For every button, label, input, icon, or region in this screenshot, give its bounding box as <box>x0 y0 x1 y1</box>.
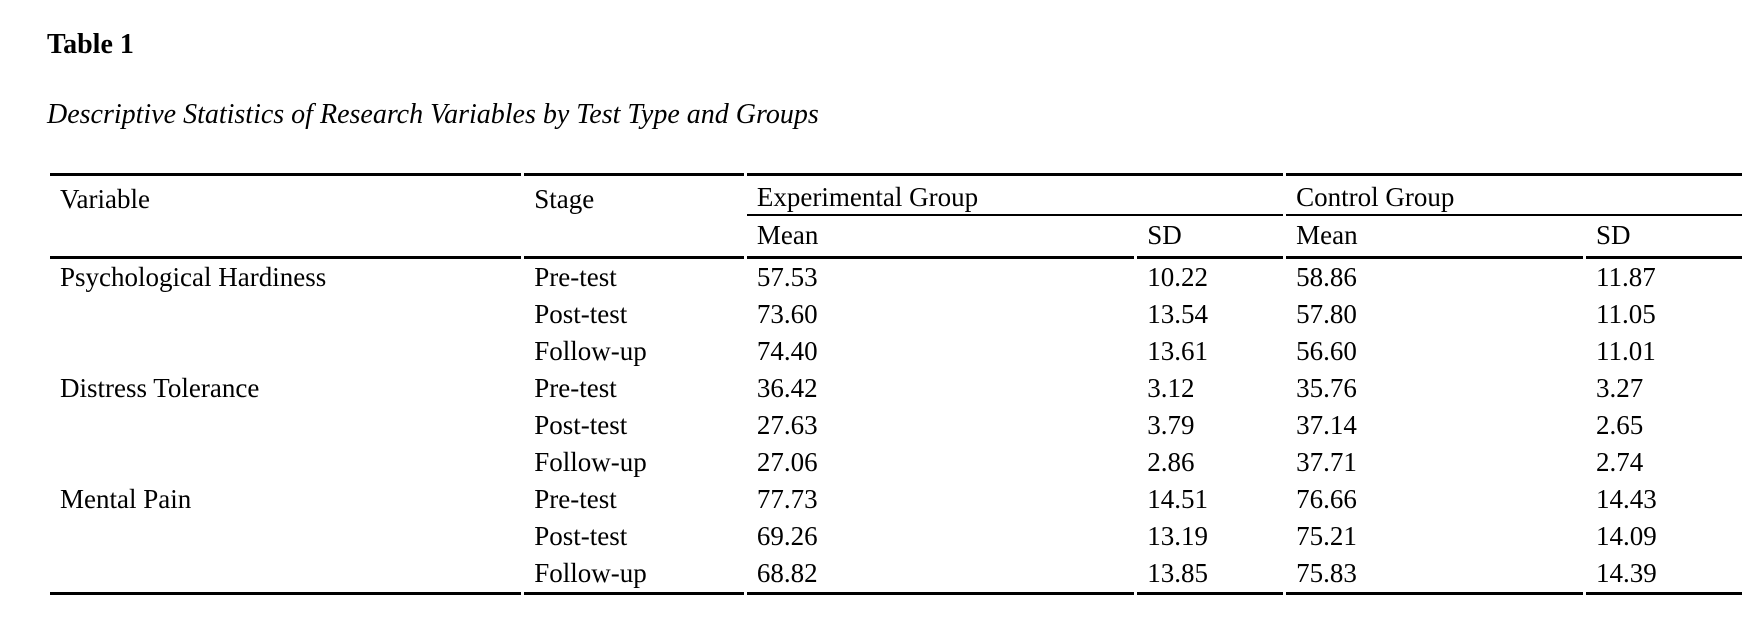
group-header-row: Variable Stage Experimental Group Contro… <box>50 173 1742 217</box>
stage-cell: Pre-test <box>534 483 617 514</box>
exp-mean-cell: 77.73 <box>756 483 818 514</box>
column-header-stage: Stage <box>524 173 744 216</box>
exp-sd-cell: 13.85 <box>1137 555 1284 596</box>
descriptive-statistics-table: Variable Stage Experimental Group Contro… <box>47 173 1745 596</box>
variable-cell <box>50 518 521 555</box>
ctrl-mean-cell: 75.21 <box>1296 520 1357 551</box>
ctrl-mean-cell: 56.60 <box>1296 335 1357 366</box>
ctrl-mean-cell: 57.80 <box>1296 298 1357 329</box>
table-row: Mental Pain Pre-test 77.73 14.51 76.66 1… <box>50 481 1742 518</box>
exp-mean-cell: 27.63 <box>756 409 818 440</box>
ctrl-sd-cell: 11.05 <box>1596 298 1656 329</box>
empty-header-cell <box>524 216 744 260</box>
measure-header-row: Mean SD Mean SD <box>50 216 1742 260</box>
column-header-ctrl-sd: SD <box>1586 216 1742 260</box>
exp-sd-cell: 3.12 <box>1147 372 1195 403</box>
exp-sd-cell: 13.19 <box>1147 520 1209 551</box>
exp-mean-cell: 74.40 <box>756 335 818 366</box>
exp-mean-cell: 69.26 <box>756 520 818 551</box>
ctrl-sd-cell: 14.39 <box>1586 555 1742 596</box>
ctrl-sd-cell: 14.43 <box>1596 483 1657 514</box>
empty-header-cell <box>50 216 522 260</box>
variable-cell <box>50 296 521 333</box>
ctrl-mean-cell: 75.83 <box>1286 555 1583 596</box>
exp-sd-cell: 13.61 <box>1147 335 1209 366</box>
ctrl-sd-cell: 11.87 <box>1596 261 1656 292</box>
ctrl-sd-cell: 3.27 <box>1596 372 1644 403</box>
ctrl-sd-cell: 11.01 <box>1596 335 1656 366</box>
table-row: Post-test 27.63 3.79 37.14 2.65 <box>50 407 1742 444</box>
table-row: Follow-up 27.06 2.86 37.71 2.74 <box>50 444 1742 481</box>
stage-cell: Follow-up <box>534 335 647 366</box>
exp-sd-cell: 13.54 <box>1147 298 1209 329</box>
ctrl-sd-cell: 2.74 <box>1596 446 1644 477</box>
stage-cell: Pre-test <box>534 261 617 292</box>
variable-cell: Mental Pain <box>60 483 192 514</box>
paper-page: Table 1 Descriptive Statistics of Resear… <box>47 29 1745 596</box>
variable-cell: Psychological Hardiness <box>60 261 327 292</box>
table-row: Follow-up 74.40 13.61 56.60 11.01 <box>50 333 1742 370</box>
group-header-experimental: Experimental Group <box>746 173 1284 217</box>
table-row: Psychological Hardiness Pre-test 57.53 1… <box>50 259 1742 296</box>
table-row: Follow-up 68.82 13.85 75.83 14.39 <box>50 555 1742 596</box>
table-row: Post-test 73.60 13.54 57.80 11.05 <box>50 296 1742 333</box>
ctrl-mean-cell: 37.71 <box>1296 446 1357 477</box>
variable-cell <box>50 444 521 481</box>
variable-cell <box>50 555 522 596</box>
column-header-exp-sd: SD <box>1137 216 1284 260</box>
table-row: Post-test 69.26 13.19 75.21 14.09 <box>50 518 1742 555</box>
stage-cell: Pre-test <box>534 372 617 403</box>
table-caption: Descriptive Statistics of Research Varia… <box>47 98 819 130</box>
exp-mean-cell: 57.53 <box>756 261 818 292</box>
variable-cell <box>50 407 521 444</box>
ctrl-mean-cell: 37.14 <box>1296 409 1357 440</box>
exp-mean-cell: 36.42 <box>756 372 818 403</box>
exp-mean-cell: 68.82 <box>746 555 1135 596</box>
exp-sd-cell: 14.51 <box>1147 483 1209 514</box>
ctrl-sd-cell: 2.65 <box>1596 409 1644 440</box>
variable-cell: Distress Tolerance <box>60 372 260 403</box>
stage-cell: Post-test <box>534 520 628 551</box>
stage-cell: Follow-up <box>524 555 744 596</box>
exp-sd-cell: 10.22 <box>1147 261 1209 292</box>
exp-sd-cell: 2.86 <box>1147 446 1195 477</box>
group-header-control: Control Group <box>1286 173 1742 217</box>
column-header-exp-mean: Mean <box>746 216 1135 260</box>
ctrl-mean-cell: 76.66 <box>1296 483 1357 514</box>
table-row: Distress Tolerance Pre-test 36.42 3.12 3… <box>50 370 1742 407</box>
column-header-ctrl-mean: Mean <box>1286 216 1583 260</box>
ctrl-sd-cell: 14.09 <box>1596 520 1657 551</box>
ctrl-mean-cell: 35.76 <box>1296 372 1357 403</box>
exp-sd-cell: 3.79 <box>1147 409 1195 440</box>
stage-cell: Post-test <box>534 298 628 329</box>
column-header-variable: Variable <box>50 173 522 216</box>
exp-mean-cell: 27.06 <box>756 446 818 477</box>
variable-cell <box>50 333 521 370</box>
table-label: Table 1 <box>47 29 134 60</box>
ctrl-mean-cell: 58.86 <box>1296 261 1357 292</box>
exp-mean-cell: 73.60 <box>756 298 818 329</box>
stage-cell: Post-test <box>534 409 628 440</box>
stage-cell: Follow-up <box>534 446 647 477</box>
